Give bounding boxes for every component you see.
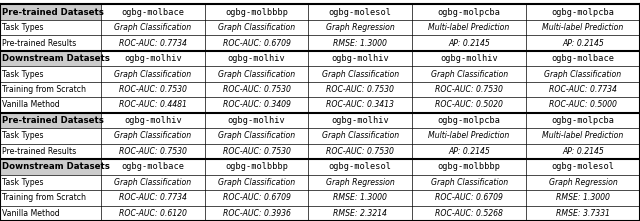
Text: ogbg-molesol: ogbg-molesol [552,162,614,171]
Text: AP: 0.2145: AP: 0.2145 [448,39,490,48]
Text: ROC-AUC: 0.5020: ROC-AUC: 0.5020 [435,101,503,109]
Text: Graph Classification: Graph Classification [431,178,508,187]
Text: ROC-AUC: 0.5268: ROC-AUC: 0.5268 [435,209,503,218]
Text: Graph Regression: Graph Regression [326,178,395,187]
Text: Graph Classification: Graph Classification [431,70,508,78]
Text: ogbg-molhiv: ogbg-molhiv [332,54,389,63]
Text: RMSE: 1.3000: RMSE: 1.3000 [333,193,387,202]
Text: Pre-trained Results: Pre-trained Results [2,39,76,48]
Text: AP: 0.2145: AP: 0.2145 [562,147,604,156]
Text: ROC-AUC: 0.3936: ROC-AUC: 0.3936 [223,209,291,218]
Text: Graph Regression: Graph Regression [548,178,618,187]
Text: Pre-trained Datasets: Pre-trained Datasets [2,8,104,17]
Text: Graph Classification: Graph Classification [322,131,399,140]
Text: ogbg-molbace: ogbg-molbace [122,8,184,17]
Text: RMSE: 1.3000: RMSE: 1.3000 [556,193,610,202]
Text: Graph Regression: Graph Regression [326,23,395,32]
Text: Graph Classification: Graph Classification [218,178,295,187]
Text: Pre-trained Results: Pre-trained Results [2,147,76,156]
Text: ROC-AUC: 0.3409: ROC-AUC: 0.3409 [223,101,291,109]
Text: ogbg-molpcba: ogbg-molpcba [438,116,500,125]
Text: ogbg-molesol: ogbg-molesol [329,8,392,17]
Bar [0,159,101,175]
Bar [0,4,101,20]
Text: Task Types: Task Types [2,23,44,32]
Text: ogbg-molbbbp: ogbg-molbbbp [225,162,288,171]
Text: AP: 0.2145: AP: 0.2145 [448,147,490,156]
Text: ROC-AUC: 0.7530: ROC-AUC: 0.7530 [223,147,291,156]
Text: ogbg-molhiv: ogbg-molhiv [124,54,182,63]
Text: ROC-AUC: 0.4481: ROC-AUC: 0.4481 [119,101,187,109]
Text: Graph Classification: Graph Classification [115,131,191,140]
Text: Pre-trained Datasets: Pre-trained Datasets [2,116,104,125]
Text: Multi-label Prediction: Multi-label Prediction [429,23,509,32]
Text: ogbg-molbace: ogbg-molbace [552,54,614,63]
Text: Task Types: Task Types [2,178,44,187]
Text: ogbg-molpcba: ogbg-molpcba [552,116,614,125]
Text: ogbg-molbace: ogbg-molbace [122,162,184,171]
Text: ogbg-molpcba: ogbg-molpcba [552,8,614,17]
Text: ROC-AUC: 0.6120: ROC-AUC: 0.6120 [119,209,187,218]
Text: ogbg-molhiv: ogbg-molhiv [332,116,389,125]
Text: Multi-label Prediction: Multi-label Prediction [543,23,623,32]
Text: Graph Classification: Graph Classification [218,70,295,78]
Text: ROC-AUC: 0.5000: ROC-AUC: 0.5000 [549,101,617,109]
Text: Graph Classification: Graph Classification [218,23,295,32]
Text: Task Types: Task Types [2,70,44,78]
Text: ogbg-molhiv: ogbg-molhiv [124,116,182,125]
Text: ogbg-molbbbp: ogbg-molbbbp [225,8,288,17]
Text: ROC-AUC: 0.7530: ROC-AUC: 0.7530 [119,85,187,94]
Text: ROC-AUC: 0.6709: ROC-AUC: 0.6709 [223,193,291,202]
Text: ROC-AUC: 0.7530: ROC-AUC: 0.7530 [223,85,291,94]
Text: Graph Classification: Graph Classification [322,70,399,78]
Text: ROC-AUC: 0.7530: ROC-AUC: 0.7530 [435,85,503,94]
Text: Vanilla Method: Vanilla Method [2,101,60,109]
Text: ROC-AUC: 0.3413: ROC-AUC: 0.3413 [326,101,394,109]
Text: Vanilla Method: Vanilla Method [2,209,60,218]
Text: ROC-AUC: 0.7530: ROC-AUC: 0.7530 [326,85,394,94]
Text: Graph Classification: Graph Classification [545,70,621,78]
Text: Graph Classification: Graph Classification [115,23,191,32]
Text: Downstream Datasets: Downstream Datasets [2,162,110,171]
Text: AP: 0.2145: AP: 0.2145 [562,39,604,48]
Text: Graph Classification: Graph Classification [218,131,295,140]
Text: ROC-AUC: 0.7530: ROC-AUC: 0.7530 [326,147,394,156]
Text: ogbg-molhiv: ogbg-molhiv [440,54,498,63]
Text: Downstream Datasets: Downstream Datasets [2,54,110,63]
Text: ROC-AUC: 0.7734: ROC-AUC: 0.7734 [119,39,187,48]
Text: Multi-label Prediction: Multi-label Prediction [429,131,509,140]
Bar [0,113,101,128]
Text: ogbg-molbbbp: ogbg-molbbbp [438,162,500,171]
Text: ROC-AUC: 0.6709: ROC-AUC: 0.6709 [435,193,503,202]
Text: Training from Scratch: Training from Scratch [2,85,86,94]
Text: Training from Scratch: Training from Scratch [2,193,86,202]
Text: Graph Classification: Graph Classification [115,178,191,187]
Text: RMSE: 3.7331: RMSE: 3.7331 [556,209,610,218]
Text: Graph Classification: Graph Classification [115,70,191,78]
Text: ogbg-molpcba: ogbg-molpcba [438,8,500,17]
Text: RMSE: 2.3214: RMSE: 2.3214 [333,209,387,218]
Text: RMSE: 1.3000: RMSE: 1.3000 [333,39,387,48]
Text: ROC-AUC: 0.7734: ROC-AUC: 0.7734 [549,85,617,94]
Text: ROC-AUC: 0.7530: ROC-AUC: 0.7530 [119,147,187,156]
Text: Task Types: Task Types [2,131,44,140]
Text: ogbg-molesol: ogbg-molesol [329,162,392,171]
Text: ogbg-molhiv: ogbg-molhiv [228,116,285,125]
Text: ROC-AUC: 0.6709: ROC-AUC: 0.6709 [223,39,291,48]
Bar [0,51,101,66]
Text: Multi-label Prediction: Multi-label Prediction [543,131,623,140]
Text: ogbg-molhiv: ogbg-molhiv [228,54,285,63]
Text: ROC-AUC: 0.7734: ROC-AUC: 0.7734 [119,193,187,202]
